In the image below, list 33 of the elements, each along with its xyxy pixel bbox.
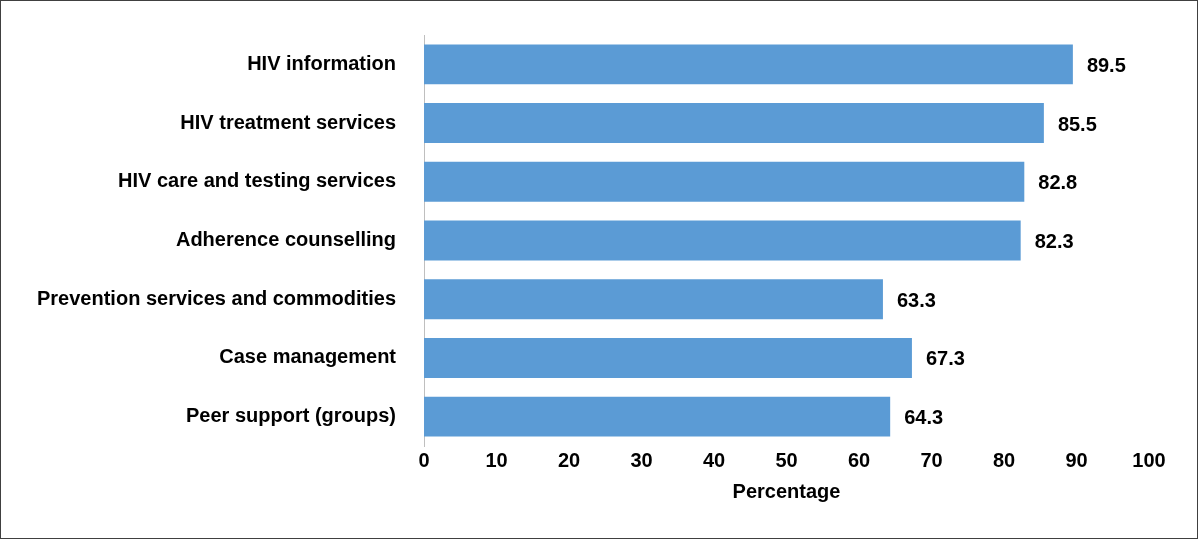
x-tick-label: 40: [702, 448, 726, 471]
x-tick-label: 50: [775, 448, 798, 471]
bar: [424, 103, 1044, 144]
data-label: 85.5: [1057, 112, 1097, 135]
bar: [424, 337, 912, 378]
x-tick-label: 60: [847, 448, 871, 471]
x-tick-label: 70: [920, 448, 943, 471]
data-label: 67.3: [925, 347, 965, 370]
y-tick-label: Adherence counselling: [175, 228, 397, 251]
x-tick-label: 80: [992, 448, 1016, 471]
x-tick-label: 20: [557, 448, 581, 471]
bar: [424, 161, 1025, 202]
bar: [424, 220, 1021, 261]
data-label: 64.3: [904, 406, 944, 429]
data-label: 82.3: [1034, 230, 1074, 253]
data-label: 89.5: [1086, 53, 1126, 76]
bar: [424, 279, 883, 320]
y-tick-label: HIV care and testing services: [118, 169, 397, 192]
x-axis-title: Percentage: [732, 479, 841, 502]
x-tick-label: 10: [485, 448, 508, 471]
y-tick-label: HIV treatment services: [180, 110, 397, 133]
data-label: 82.8: [1038, 171, 1078, 194]
y-tick-label: Peer support (groups): [186, 404, 397, 427]
y-tick-label: Prevention services and commodities: [36, 286, 397, 309]
y-tick-label: HIV information: [247, 51, 397, 74]
bar: [424, 44, 1073, 85]
data-label: 63.3: [896, 288, 936, 311]
bar: [424, 396, 891, 437]
x-tick-label: 100: [1132, 448, 1166, 471]
x-tick-label: 30: [630, 448, 653, 471]
x-tick-label: 0: [418, 448, 430, 471]
x-tick-label: 90: [1065, 448, 1088, 471]
y-tick-label: Case management: [219, 345, 397, 368]
